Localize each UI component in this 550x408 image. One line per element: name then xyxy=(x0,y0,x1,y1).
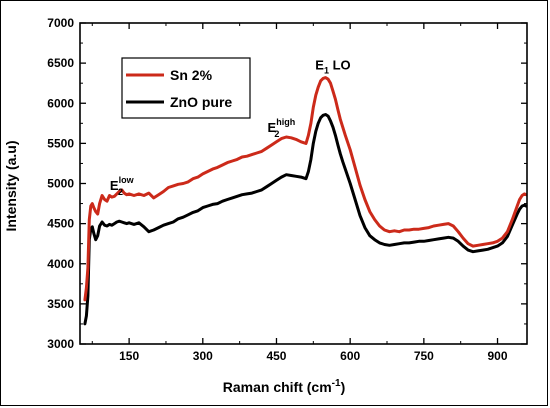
ticks-layer: 3000 3500 4000 4500 5000 5500 6000 6500 7000 150 3… xyxy=(47,16,527,363)
x-tick-label: 900 xyxy=(488,349,508,363)
y-tick-label: 7000 xyxy=(47,16,74,30)
peak-annotation-sup: low xyxy=(119,175,135,185)
series-line-zno-pure xyxy=(83,113,528,326)
series-layer xyxy=(83,76,528,326)
peak-annotation-main: E xyxy=(315,58,324,73)
peak-annotation-sub: 2 xyxy=(118,187,123,197)
y-tick-label: 3000 xyxy=(47,337,74,351)
legend-label-zno: ZnO pure xyxy=(170,94,232,110)
peak-annotation-main: E xyxy=(268,120,277,135)
x-tick-label: 300 xyxy=(193,349,213,363)
peak-annotation-sub: 1 xyxy=(324,66,329,76)
peak-annotation: E1 LO xyxy=(315,58,350,76)
legend-label-sn: Sn 2% xyxy=(170,67,213,83)
series-line-sn-2pct xyxy=(83,76,528,302)
peak-annotation: Elow 2 xyxy=(110,175,135,197)
x-tick-label: 450 xyxy=(266,349,286,363)
y-tick-label: 6000 xyxy=(47,96,74,110)
x-tick-label: 600 xyxy=(340,349,360,363)
y-tick-label: 5000 xyxy=(47,177,74,191)
legend: Sn 2% ZnO pure xyxy=(121,57,251,119)
peak-annotation-sub: 2 xyxy=(274,129,279,139)
peak-annotation-suffix: LO xyxy=(329,58,351,73)
x-axis-title-sup: -1 xyxy=(332,378,341,389)
x-axis-title: Raman chift (cm-1) xyxy=(223,378,346,395)
peak-annotation-main: E xyxy=(110,178,119,193)
peak-annotation: Ehigh 2 xyxy=(268,117,296,139)
x-tick-label: 750 xyxy=(414,349,434,363)
y-axis-title: Intensity (a.u) xyxy=(3,140,19,231)
y-tick-label: 4500 xyxy=(47,217,74,231)
y-tick-label: 3500 xyxy=(47,297,74,311)
y-tick-label: 5500 xyxy=(47,136,74,150)
x-tick-label: 150 xyxy=(119,349,139,363)
y-tick-label: 6500 xyxy=(47,56,74,70)
y-tick-label: 4000 xyxy=(47,257,74,271)
x-axis-title-end: ) xyxy=(341,379,346,395)
legend-box xyxy=(121,57,251,119)
x-axis-title-main: Raman chift (cm xyxy=(223,379,332,395)
peak-annotation-sup: high xyxy=(276,117,295,127)
